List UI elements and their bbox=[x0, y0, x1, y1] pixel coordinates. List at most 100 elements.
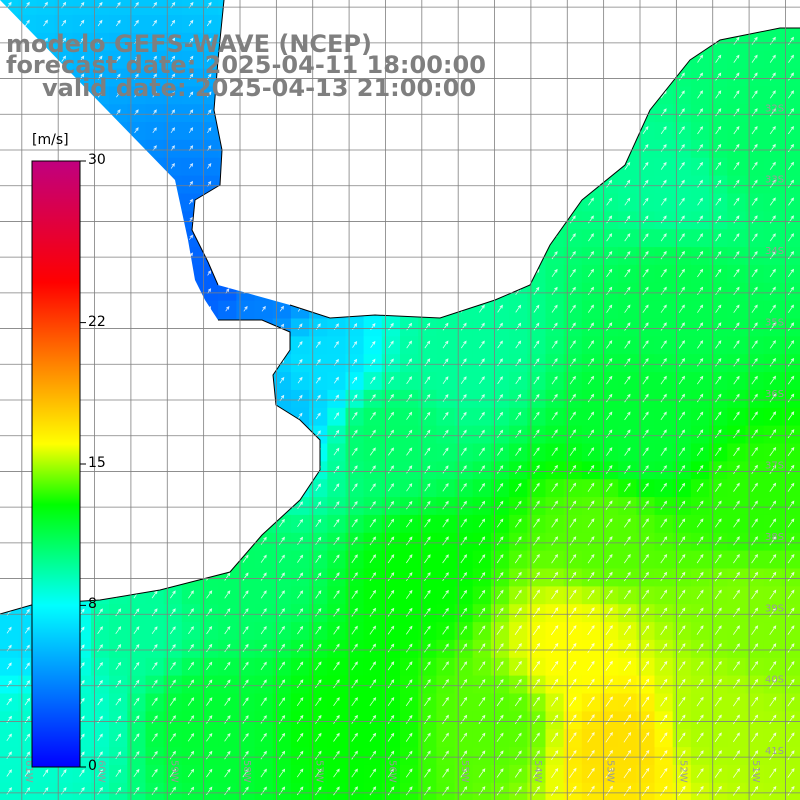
wind-arrow bbox=[751, 571, 759, 582]
wind-speed-cell bbox=[181, 67, 201, 87]
wind-arrow bbox=[242, 697, 249, 706]
wind-arrow bbox=[497, 411, 504, 420]
wind-speed-cell bbox=[618, 460, 637, 480]
wind-arrow bbox=[733, 482, 740, 492]
wind-speed-cell bbox=[709, 514, 728, 533]
wind-arrow bbox=[587, 411, 595, 421]
wind-arrow bbox=[478, 482, 486, 492]
wind-speed-cell bbox=[563, 407, 583, 426]
wind-speed-cell bbox=[236, 585, 256, 605]
wind-speed-cell bbox=[527, 460, 547, 480]
wind-arrow bbox=[369, 483, 376, 492]
wind-arrow bbox=[660, 179, 667, 188]
wind-speed-cell bbox=[381, 442, 401, 462]
wind-speed-cell bbox=[563, 478, 583, 498]
wind-speed-cell bbox=[763, 103, 783, 123]
wind-speed-cell bbox=[690, 210, 710, 230]
wind-arrow bbox=[496, 482, 504, 492]
wind-speed-cell bbox=[545, 639, 565, 658]
wind-speed-cell bbox=[600, 764, 619, 783]
wind-speed-cell bbox=[672, 728, 692, 748]
wind-arrow bbox=[133, 661, 140, 670]
axis-labels: 61W 60W 59W 58W 57W 56W 55W 54W 53W 52W 51W32S33S3… bbox=[23, 103, 784, 782]
wind-arrow bbox=[678, 785, 686, 796]
wind-arrow bbox=[315, 697, 322, 707]
wind-arrow bbox=[533, 518, 540, 528]
wind-speed-cell bbox=[400, 442, 419, 462]
wind-speed-cell bbox=[381, 728, 401, 748]
wind-speed-cell bbox=[400, 603, 419, 623]
wind-arrow bbox=[351, 732, 358, 742]
wind-arrow bbox=[460, 678, 468, 689]
wind-arrow bbox=[678, 322, 685, 331]
wind-arrow bbox=[732, 643, 740, 653]
wind-speed-cell bbox=[545, 496, 565, 515]
wind-speed-cell bbox=[709, 746, 728, 765]
wind-speed-cell bbox=[581, 300, 601, 319]
wind-speed-cell bbox=[654, 567, 674, 587]
wind-speed-cell bbox=[290, 371, 310, 390]
wind-speed-cell bbox=[527, 300, 547, 319]
wind-speed-cell bbox=[236, 746, 256, 765]
wind-speed-cell bbox=[727, 210, 747, 230]
wind-speed-cell bbox=[563, 389, 583, 408]
wind-speed-cell bbox=[581, 460, 601, 480]
wind-speed-cell bbox=[381, 353, 401, 373]
wind-arrow bbox=[497, 393, 504, 402]
wind-arrow bbox=[315, 554, 322, 563]
wind-arrow bbox=[405, 696, 413, 707]
wind-arrow bbox=[224, 643, 231, 653]
wind-arrow bbox=[460, 376, 467, 385]
wind-arrow bbox=[188, 162, 194, 169]
wind-speed-cell bbox=[163, 103, 183, 123]
wind-speed-cell bbox=[309, 692, 328, 712]
wind-arrow bbox=[388, 322, 394, 331]
wind-speed-cell bbox=[218, 746, 237, 765]
wind-arrow bbox=[769, 625, 777, 635]
wind-speed-cell bbox=[272, 639, 292, 658]
wind-arrow bbox=[442, 572, 449, 582]
wind-arrow bbox=[751, 678, 759, 689]
wind-arrow bbox=[532, 660, 541, 671]
wind-arrow bbox=[296, 661, 304, 671]
wind-arrow bbox=[333, 412, 340, 420]
wind-speed-cell bbox=[400, 746, 419, 765]
wind-arrow bbox=[260, 625, 267, 635]
wind-speed-cell bbox=[690, 496, 710, 515]
wind-speed-cell bbox=[690, 139, 710, 158]
wind-speed-cell bbox=[709, 210, 728, 230]
wind-arrow bbox=[551, 732, 559, 743]
wind-arrow bbox=[641, 767, 650, 779]
wind-arrow bbox=[133, 786, 140, 795]
wind-arrow bbox=[751, 179, 758, 188]
wind-arrow bbox=[787, 643, 795, 653]
wind-arrow bbox=[697, 322, 704, 331]
wind-arrow bbox=[533, 411, 540, 421]
wind-arrow bbox=[24, 626, 30, 634]
wind-arrow bbox=[24, 697, 31, 706]
wind-arrow bbox=[787, 161, 794, 170]
wind-arrow bbox=[587, 553, 595, 564]
wind-speed-cell bbox=[636, 639, 656, 658]
wind-speed-cell bbox=[290, 639, 310, 658]
wind-speed-cell bbox=[709, 67, 728, 87]
wind-arrow bbox=[733, 143, 740, 153]
wind-speed-cell bbox=[418, 746, 437, 765]
wind-speed-cell bbox=[381, 317, 401, 337]
wind-speed-cell bbox=[181, 692, 201, 712]
wind-speed-cell bbox=[181, 764, 201, 783]
wind-arrow bbox=[532, 642, 541, 654]
wind-arrow bbox=[278, 768, 286, 778]
wind-arrow bbox=[696, 714, 704, 725]
wind-speed-cell bbox=[272, 300, 292, 319]
wind-speed-cell bbox=[490, 585, 510, 605]
wind-speed-cell bbox=[527, 282, 547, 301]
wind-arrow bbox=[151, 608, 158, 617]
wind-speed-cell bbox=[709, 764, 728, 783]
wind-arrow bbox=[333, 750, 340, 760]
wind-arrow bbox=[551, 375, 558, 385]
wind-arrow bbox=[261, 305, 266, 312]
wind-arrow bbox=[405, 554, 413, 564]
wind-speed-cell bbox=[727, 175, 747, 194]
wind-arrow bbox=[388, 340, 394, 349]
